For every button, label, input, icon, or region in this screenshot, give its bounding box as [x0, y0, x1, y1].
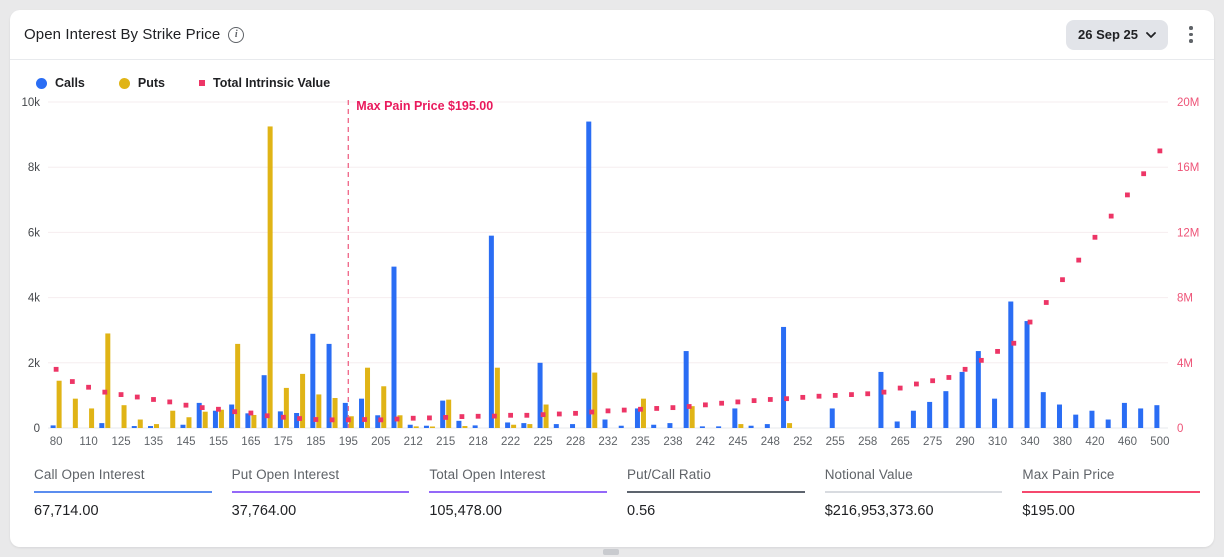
svg-text:145: 145 [176, 436, 195, 448]
svg-text:155: 155 [209, 436, 228, 448]
info-icon[interactable]: i [228, 26, 245, 43]
svg-text:252: 252 [793, 436, 812, 448]
puts-swatch-icon [118, 77, 130, 89]
legend-item-puts[interactable]: Puts [118, 76, 165, 90]
stats-row: Call Open Interest 67,714.00 Put Open In… [10, 453, 1214, 547]
svg-text:185: 185 [306, 436, 325, 448]
stat-max-pain: Max Pain Price $195.00 [1022, 467, 1201, 547]
stat-call-oi: Call Open Interest 67,714.00 [34, 467, 212, 547]
stat-value: 67,714.00 [34, 503, 99, 519]
svg-text:248: 248 [761, 436, 780, 448]
svg-text:195: 195 [339, 436, 358, 448]
svg-text:222: 222 [501, 436, 520, 448]
svg-text:212: 212 [404, 436, 423, 448]
svg-text:258: 258 [858, 436, 877, 448]
svg-text:2k: 2k [28, 358, 40, 370]
page-notch [603, 549, 619, 555]
stat-value: $195.00 [1022, 503, 1075, 519]
svg-text:420: 420 [1085, 436, 1104, 448]
chart-area[interactable]: 0 0 2k 4M 4k 8M 6k 12M 8k 16M 10k 20M 80 110 125 135 145… [10, 90, 1214, 453]
svg-text:255: 255 [826, 436, 845, 448]
legend-item-calls[interactable]: Calls [36, 76, 85, 90]
chevron-down-icon [1146, 31, 1156, 38]
svg-text:232: 232 [598, 436, 617, 448]
svg-text:275: 275 [923, 436, 942, 448]
svg-text:228: 228 [566, 436, 585, 448]
svg-text:175: 175 [274, 436, 293, 448]
svg-text:8M: 8M [1177, 293, 1193, 305]
legend-puts-label: Puts [137, 76, 165, 90]
expiry-date-dropdown[interactable]: 26 Sep 25 [1066, 19, 1168, 50]
tiv-swatch-icon [198, 80, 205, 86]
stat-label: Call Open Interest [34, 467, 145, 482]
stat-underline [1022, 491, 1201, 493]
stat-value: 0.56 [627, 503, 656, 519]
open-interest-card: Open Interest By Strike Price i 26 Sep 2… [10, 10, 1214, 547]
svg-text:135: 135 [144, 436, 163, 448]
stat-underline [34, 491, 212, 493]
svg-text:8k: 8k [28, 162, 40, 174]
svg-text:460: 460 [1118, 436, 1137, 448]
stat-value: 105,478.00 [429, 503, 502, 519]
svg-text:205: 205 [371, 436, 390, 448]
svg-text:Max Pain Price $195.00: Max Pain Price $195.00 [356, 99, 493, 113]
svg-text:6k: 6k [28, 227, 40, 239]
stat-underline [824, 491, 1003, 493]
svg-text:310: 310 [988, 436, 1007, 448]
stat-label: Notional Value [824, 467, 913, 482]
legend: Calls Puts Total Intrinsic Value [10, 60, 1214, 90]
stat-notional-value: Notional Value $216,953,373.60 [824, 467, 1003, 547]
svg-text:265: 265 [891, 436, 910, 448]
svg-text:340: 340 [1020, 436, 1039, 448]
stat-putcall-ratio: Put/Call Ratio 0.56 [627, 467, 805, 547]
svg-text:4M: 4M [1177, 358, 1193, 370]
svg-text:238: 238 [663, 436, 682, 448]
card-header: Open Interest By Strike Price i 26 Sep 2… [10, 10, 1214, 60]
legend-item-tiv[interactable]: Total Intrinsic Value [198, 76, 331, 90]
svg-text:12M: 12M [1177, 227, 1199, 239]
svg-text:165: 165 [241, 436, 260, 448]
svg-text:0: 0 [1177, 423, 1183, 435]
stat-label: Put/Call Ratio [627, 467, 711, 482]
svg-text:125: 125 [111, 436, 130, 448]
svg-text:290: 290 [956, 436, 975, 448]
svg-text:0: 0 [34, 423, 40, 435]
svg-text:20M: 20M [1177, 97, 1199, 109]
kebab-menu-icon[interactable] [1182, 23, 1200, 47]
stat-label: Put Open Interest [231, 467, 340, 482]
stat-underline [429, 491, 608, 493]
svg-text:110: 110 [79, 436, 97, 448]
svg-text:215: 215 [436, 436, 455, 448]
legend-calls-label: Calls [55, 76, 85, 90]
expiry-date-label: 26 Sep 25 [1078, 27, 1138, 42]
stat-underline [627, 491, 805, 493]
svg-text:225: 225 [533, 436, 552, 448]
svg-text:245: 245 [728, 436, 747, 448]
stat-underline [231, 491, 410, 493]
stat-value: $216,953,373.60 [824, 503, 934, 519]
legend-tiv-label: Total Intrinsic Value [212, 76, 331, 90]
stat-value: 37,764.00 [231, 503, 297, 519]
stat-label: Total Open Interest [429, 467, 546, 482]
svg-text:218: 218 [469, 436, 488, 448]
svg-text:16M: 16M [1177, 162, 1199, 174]
stat-put-oi: Put Open Interest 37,764.00 [231, 467, 410, 547]
svg-text:500: 500 [1150, 436, 1169, 448]
stat-total-oi: Total Open Interest 105,478.00 [429, 467, 608, 547]
svg-text:80: 80 [50, 436, 63, 448]
page-title: Open Interest By Strike Price [24, 26, 221, 43]
open-interest-chart[interactable]: 0 0 2k 4M 4k 8M 6k 12M 8k 16M 10k 20M 80 110 125 135 145… [10, 90, 1214, 448]
svg-text:4k: 4k [28, 293, 40, 305]
calls-swatch-icon [36, 77, 47, 89]
stat-label: Max Pain Price [1022, 467, 1115, 482]
svg-text:10k: 10k [21, 97, 40, 109]
svg-text:235: 235 [631, 436, 650, 448]
svg-text:242: 242 [696, 436, 715, 448]
svg-text:380: 380 [1053, 436, 1072, 448]
